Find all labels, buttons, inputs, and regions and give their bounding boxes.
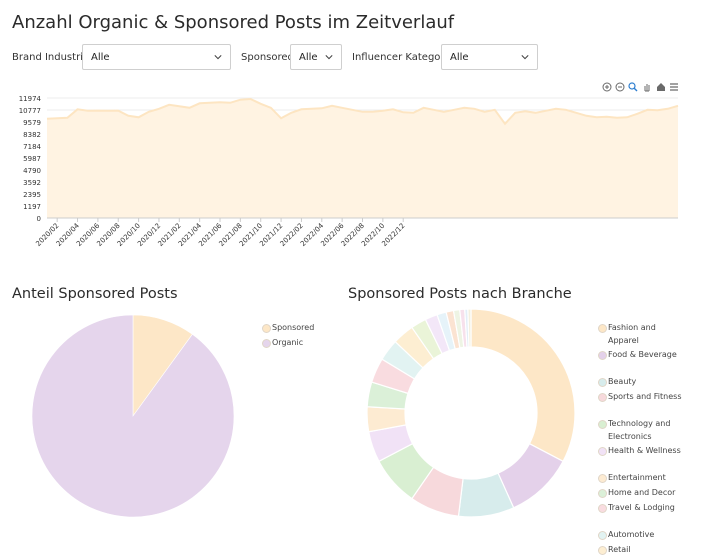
donut-chart-title: Sponsored Posts nach Branche [348,286,572,302]
donut-slice[interactable] [467,308,472,348]
legend-label: Sponsored [272,323,315,332]
legend-swatch [598,420,607,429]
chevron-down-icon [325,55,333,60]
legend-label: Fashion and Apparel [608,323,656,345]
chevron-down-icon [521,55,529,60]
donut-slice[interactable] [470,308,576,463]
legend-label: Automotive [608,530,655,539]
y-tick-label: 10777 [19,107,41,115]
pie-slice[interactable] [31,314,235,518]
page-title: Anzahl Organic & Sponsored Posts im Zeit… [12,12,455,33]
legend-label: Food & Beverage [608,350,677,359]
y-tick-label: 7184 [23,143,41,151]
influencer-category-value: Alle [450,52,469,63]
pan-icon[interactable] [642,82,652,92]
donut-legend: Fashion and Apparel Food & Beverage Beauty… [598,321,698,555]
y-tick-label: 5987 [23,155,41,163]
zoom-in-icon[interactable] [602,82,612,92]
home-icon[interactable] [656,82,666,92]
legend-swatch [598,324,607,333]
y-tick-label: 3592 [23,179,41,187]
posts-over-time-chart: 0 1197 2395 3592 4790 5987 7184 8382 9579 10777 11… [19,95,679,248]
y-tick-label: 9579 [23,119,41,127]
y-tick-label: 0 [37,215,41,223]
legend-swatch [598,489,607,498]
brand-industry-label: Brand Industrie: [12,52,93,63]
legend-label: Entertainment [608,473,666,482]
sponsored-value: Alle [299,52,318,63]
sponsored-select[interactable]: Alle [290,44,342,70]
legend-swatch [262,324,271,333]
legend-label: Organic [272,338,304,347]
influencer-category-select[interactable]: Alle [441,44,538,70]
y-tick-label: 1197 [23,203,41,211]
chevron-down-icon [214,55,222,60]
menu-icon[interactable] [669,82,679,92]
legend-label: Beauty [608,377,637,386]
legend-swatch [598,393,607,402]
legend-swatch [262,339,271,348]
brand-industry-select[interactable]: Alle [82,44,231,70]
legend-swatch [598,531,607,540]
magnifier-icon[interactable] [628,82,638,92]
zoom-out-icon[interactable] [615,82,625,92]
legend-label: Sports and Fitness [608,392,682,401]
y-tick-label: 2395 [23,191,41,199]
legend-label: Retail [608,545,631,554]
legend-swatch [598,546,607,555]
legend-label: Health & Wellness [608,446,681,455]
legend-label: Home and Decor [608,488,676,497]
y-tick-label: 8382 [23,131,41,139]
sponsored-by-industry-donut-chart [366,308,576,518]
series-line [46,97,679,126]
sponsored-label: Sponsored: [241,52,298,63]
sponsored-share-pie-chart [31,314,235,518]
brand-industry-value: Alle [91,52,110,63]
legend-swatch [598,474,607,483]
legend-label: Technology and Electronics [608,419,671,441]
pie-legend: Sponsored Organic [262,321,352,361]
legend-swatch [598,447,607,456]
pie-chart-title: Anteil Sponsored Posts [12,286,178,302]
legend-swatch [598,378,607,387]
legend-swatch [598,504,607,513]
y-tick-label: 4790 [23,167,41,175]
influencer-category-label: Influencer Kategorie: [352,52,457,63]
series-area [47,99,678,218]
legend-swatch [598,351,607,360]
legend-label: Travel & Lodging [608,503,675,512]
y-tick-label: 11974 [19,95,42,103]
